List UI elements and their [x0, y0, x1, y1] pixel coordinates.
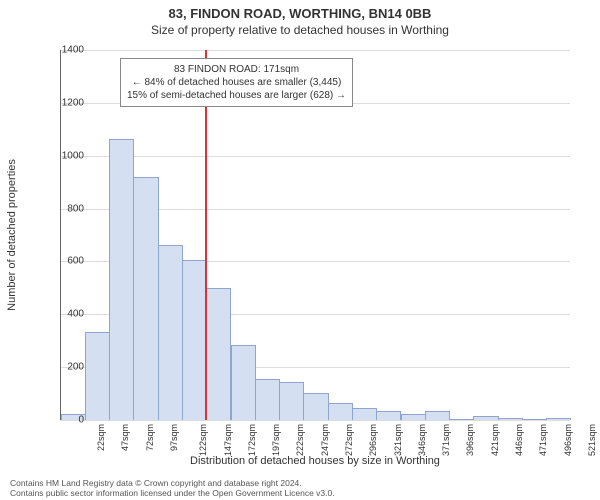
x-tick-label: 222sqm [295, 424, 305, 456]
histogram-bar [158, 245, 183, 420]
histogram-bar [255, 379, 280, 420]
x-tick-label: 396sqm [465, 424, 475, 456]
x-tick-label: 521sqm [587, 424, 597, 456]
x-tick-label: 147sqm [223, 424, 233, 456]
x-tick-label: 47sqm [120, 424, 130, 451]
histogram-bar [473, 416, 498, 420]
info-box-line3: 15% of semi-detached houses are larger (… [127, 89, 346, 102]
info-box: 83 FINDON ROAD: 171sqm← 84% of detached … [120, 58, 353, 107]
gridline [60, 50, 570, 51]
y-tick-label: 0 [44, 415, 84, 426]
histogram-bar [279, 382, 304, 420]
x-tick-label: 496sqm [563, 424, 573, 456]
x-tick-label: 197sqm [271, 424, 281, 456]
histogram-bar [109, 139, 134, 420]
histogram-bar [303, 393, 328, 420]
histogram-bar [425, 411, 450, 420]
x-tick-label: 97sqm [169, 424, 179, 451]
x-axis-label: Distribution of detached houses by size … [60, 455, 570, 467]
footer-line1: Contains HM Land Registry data © Crown c… [10, 478, 590, 488]
histogram-bar [498, 418, 523, 420]
x-tick-label: 122sqm [198, 424, 208, 456]
histogram-bar [206, 288, 231, 420]
y-axis-label: Number of detached properties [6, 159, 18, 311]
page-title: 83, FINDON ROAD, WORTHING, BN14 0BB [0, 0, 600, 21]
x-tick-label: 421sqm [490, 424, 500, 456]
histogram-bar [546, 418, 571, 420]
x-tick-label: 296sqm [368, 424, 378, 456]
footer-line2: Contains public sector information licen… [10, 488, 590, 498]
y-tick-label: 200 [44, 362, 84, 373]
histogram-bar [352, 408, 377, 420]
x-tick-label: 321sqm [393, 424, 403, 456]
histogram-bar [231, 345, 256, 420]
histogram-bar [449, 419, 474, 420]
x-tick-label: 22sqm [96, 424, 106, 451]
y-tick-label: 1000 [44, 150, 84, 161]
histogram-bar [401, 414, 426, 420]
gridline [60, 156, 570, 157]
y-tick-label: 1400 [44, 45, 84, 56]
y-tick-label: 1200 [44, 97, 84, 108]
x-tick-label: 471sqm [538, 424, 548, 456]
histogram-bar [133, 177, 158, 420]
x-tick-label: 172sqm [247, 424, 257, 456]
info-box-line1: 83 FINDON ROAD: 171sqm [127, 63, 346, 76]
histogram-bar [85, 332, 110, 420]
y-tick-label: 600 [44, 256, 84, 267]
chart-subtitle: Size of property relative to detached ho… [0, 21, 600, 37]
histogram-bar [328, 403, 353, 420]
histogram-bar [182, 260, 207, 420]
histogram-bar [376, 411, 401, 420]
x-tick-label: 272sqm [344, 424, 354, 456]
x-tick-label: 72sqm [145, 424, 155, 451]
y-tick-label: 400 [44, 309, 84, 320]
x-tick-label: 371sqm [441, 424, 451, 456]
x-tick-label: 446sqm [514, 424, 524, 456]
y-tick-label: 800 [44, 203, 84, 214]
x-tick-label: 247sqm [320, 424, 330, 456]
footer-attribution: Contains HM Land Registry data © Crown c… [10, 478, 590, 498]
histogram-bar [522, 419, 547, 420]
gridline [60, 420, 570, 421]
info-box-line2: ← 84% of detached houses are smaller (3,… [127, 76, 346, 89]
x-tick-label: 346sqm [417, 424, 427, 456]
